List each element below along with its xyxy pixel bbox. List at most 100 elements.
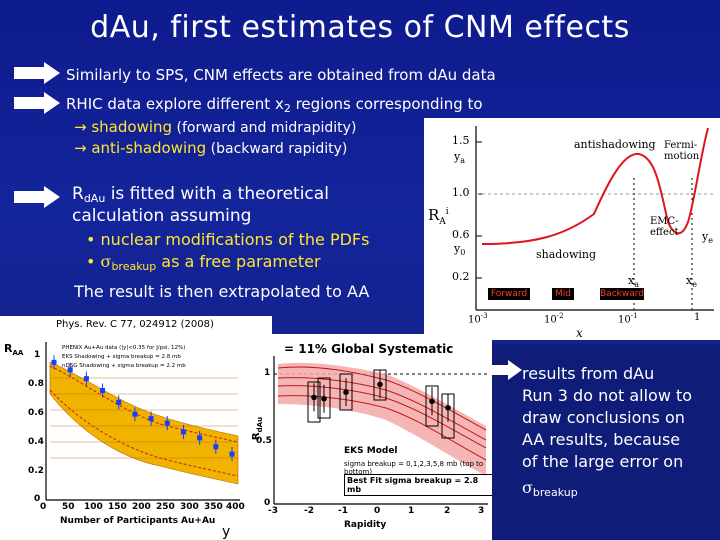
reference-text: Phys. Rev. C 77, 024912 (2008) bbox=[56, 319, 214, 330]
arrow-right-icon: → bbox=[74, 118, 87, 136]
ytick-label: 0 bbox=[34, 494, 41, 504]
model-label: EKS Model bbox=[344, 446, 398, 456]
xtick-exp: -2 bbox=[556, 312, 564, 320]
bottom-y-label: y bbox=[222, 524, 231, 540]
ya-label: ya bbox=[454, 150, 465, 165]
xa-x: x bbox=[628, 274, 635, 287]
xtick-label: 350 bbox=[204, 502, 223, 512]
ytick-label: 0.2 bbox=[452, 270, 470, 283]
syst-box bbox=[373, 369, 387, 401]
rapidity-data-point bbox=[321, 395, 327, 402]
legend-entry: nDSG Shadowing + sigma breakup = 2.2 mb bbox=[62, 363, 186, 369]
xtick-label: 0 bbox=[374, 506, 381, 516]
fermi-line1: Fermi- bbox=[664, 140, 698, 151]
npart-data-points bbox=[51, 355, 235, 462]
reference-box: Phys. Rev. C 77, 024912 (2008) bbox=[0, 316, 272, 334]
npart-xticks: 0 50 100 150 200 250 300 350 400 bbox=[40, 502, 245, 514]
xtick-label: 1 bbox=[408, 506, 415, 516]
xtick-label: -3 bbox=[268, 506, 278, 516]
rdau-symbol: R bbox=[72, 184, 84, 204]
conclusion-line: of the large error on bbox=[522, 452, 684, 471]
raa-sub: AA bbox=[12, 349, 24, 358]
npart-legend: PHENIX Au+Au data (|y|<0.35 for J/psi, 1… bbox=[62, 344, 240, 371]
xtick-exp: -3 bbox=[480, 312, 488, 320]
xa-sub: a bbox=[634, 280, 639, 290]
xe-sub: e bbox=[692, 280, 697, 290]
sub-bullet-1: • nuclear modifications of the PDFs bbox=[86, 230, 369, 249]
y0-sub: 0 bbox=[460, 248, 466, 258]
arrow-bullet-icon bbox=[14, 62, 60, 84]
xtick-label: 100 bbox=[84, 502, 103, 512]
raa-axis-label: RAA bbox=[4, 342, 23, 357]
bullet-text-3: RdAu is fitted with a theoretical bbox=[72, 184, 329, 205]
npart-data-point bbox=[83, 376, 89, 382]
arrow-bullet-icon bbox=[14, 92, 60, 114]
xtick-exp: -1 bbox=[630, 312, 638, 320]
npart-lower-curve bbox=[49, 389, 239, 477]
bullet-text-2a: RHIC data explore different x bbox=[66, 95, 284, 113]
npart-plot: RAA 1 0.8 0.6 0.4 0.2 0 PHENIX Au+Au dat… bbox=[0, 334, 246, 540]
dot-icon: • bbox=[86, 252, 96, 271]
rai-curve bbox=[481, 127, 709, 245]
emc-label: EMC-effect bbox=[650, 216, 679, 238]
ytick-label: 1 bbox=[264, 368, 271, 378]
npart-upper-curve bbox=[49, 365, 239, 443]
syst-box bbox=[339, 373, 353, 411]
syst-box bbox=[425, 385, 439, 427]
xtick-label: 50 bbox=[62, 502, 75, 512]
sigma-symbol: σ bbox=[522, 478, 533, 497]
xtick-base: 10 bbox=[468, 314, 481, 326]
xtick-label: 10-2 bbox=[544, 312, 564, 325]
rai-sup: i bbox=[445, 207, 449, 217]
npart-x-label: Number of Participants Au+Au bbox=[60, 516, 216, 526]
xe-label: xe bbox=[686, 274, 697, 289]
arrow-bullet-icon bbox=[14, 186, 60, 208]
rai-axis-label: RAi bbox=[428, 206, 449, 227]
backward-label: Backward bbox=[600, 288, 644, 300]
npart-plot-svg bbox=[45, 342, 240, 501]
emc-line2: effect bbox=[650, 227, 679, 238]
arrow-bullet-icon bbox=[488, 360, 522, 380]
xtick-base: 10 bbox=[544, 314, 557, 326]
fermi-label: Fermi-motion bbox=[664, 140, 699, 162]
npart-data-point bbox=[180, 429, 186, 435]
arrow-right-icon: → bbox=[74, 139, 87, 157]
breakup-sub: breakup bbox=[111, 260, 157, 273]
conclusion-line: AA results, because bbox=[522, 430, 681, 449]
xtick-label: -2 bbox=[304, 506, 314, 516]
rapidity-xticks: -3 -2 -1 0 1 2 3 bbox=[268, 506, 492, 518]
rapidity-x-label: Rapidity bbox=[344, 520, 387, 530]
shadowing-word: shadowing bbox=[91, 118, 173, 136]
raa-r: R bbox=[4, 342, 13, 355]
rapidity-plot-svg bbox=[273, 356, 488, 505]
xtick-label: 200 bbox=[132, 502, 151, 512]
npart-data-point bbox=[132, 411, 138, 417]
rapidity-data-point bbox=[343, 389, 349, 395]
rapidity-data-points bbox=[311, 370, 451, 422]
shadowing-plot: RAi 1.5 1.0 0.6 0.2 ya y0 ye xa xe antis… bbox=[424, 118, 720, 340]
bullet-text-1: Similarly to SPS, CNM effects are obtain… bbox=[66, 66, 496, 84]
rapidity-data-point bbox=[311, 394, 317, 401]
xtick-label: 10-1 bbox=[618, 312, 638, 325]
sub-bullet-1-text: nuclear modifications of the PDFs bbox=[100, 230, 370, 249]
bullet-text-3a: is fitted with a theoretical bbox=[105, 184, 329, 204]
extrapolation-line: The result is then extrapolated to AA bbox=[74, 282, 370, 301]
mid-label: Mid bbox=[552, 288, 574, 300]
rapidity-data-point bbox=[429, 398, 435, 405]
npart-data-point bbox=[213, 444, 219, 450]
rapidity-data-point bbox=[445, 405, 451, 411]
ytick-label: 0.6 bbox=[28, 408, 44, 418]
ya-y: y bbox=[454, 150, 461, 163]
conclusion-box: results from dAu Run 3 do not allow to d… bbox=[488, 344, 720, 540]
bullet-text-3-line2: calculation assuming bbox=[72, 206, 252, 226]
npart-data-point bbox=[51, 359, 57, 365]
antishadowing-label: antishadowing bbox=[574, 138, 656, 151]
syst-box bbox=[317, 377, 331, 419]
y0-y: y bbox=[454, 242, 461, 255]
npart-data-point bbox=[100, 387, 106, 393]
rapidity-plot: = 11% Global Systematic RdAu 1 0.5 0 EKS… bbox=[246, 334, 496, 540]
xtick-label: 1 bbox=[694, 312, 701, 323]
fermi-line2: motion bbox=[664, 151, 700, 162]
legend-entry: EKS Shadowing + sigma breakup = 2.8 mb bbox=[62, 354, 181, 360]
rapidity-data-point bbox=[377, 381, 383, 388]
